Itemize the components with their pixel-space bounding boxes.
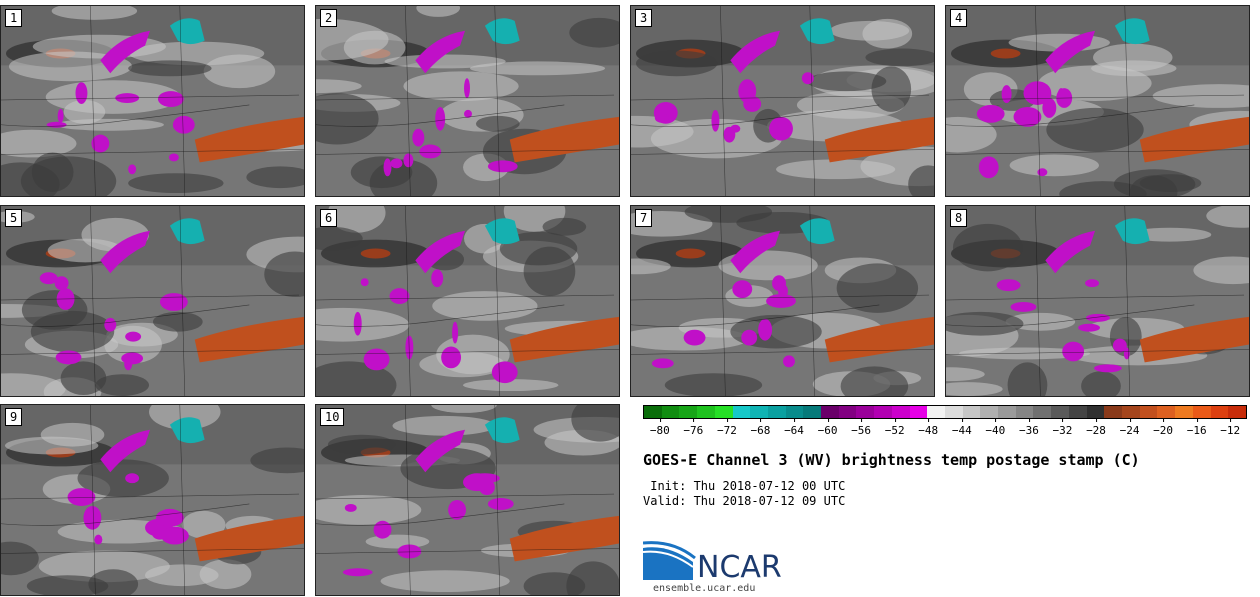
colorbar-segment xyxy=(821,406,839,418)
colorbar-segment xyxy=(714,406,733,418)
colorbar-segment xyxy=(644,406,662,418)
colorbar-ticks: −80 −76 −72 −68 −64 −60 −56 −52 −48 −44 −40 −36 −32−… xyxy=(643,418,1247,441)
panel-number: 8 xyxy=(950,209,968,227)
colorbar-segment xyxy=(1051,406,1069,418)
colorbar-segment xyxy=(962,406,981,418)
logo-url: ensemble.ucar.edu xyxy=(653,583,756,594)
panel-number: 5 xyxy=(5,209,23,227)
colorbar-tick: −52 xyxy=(885,418,905,437)
ncar-logo-icon xyxy=(643,541,696,580)
colorbar-tick: −16 xyxy=(1187,418,1207,437)
colorbar-segment xyxy=(803,406,822,418)
colorbar-tick: −20 xyxy=(1153,418,1173,437)
panel-number: 10 xyxy=(320,408,345,426)
colorbar-tick: −48 xyxy=(918,418,938,437)
colorbar-segment xyxy=(998,406,1016,418)
colorbar-segment xyxy=(1175,406,1193,418)
colorbar-tick: −32 xyxy=(1052,418,1072,437)
colorbar-tick: −68 xyxy=(750,418,770,437)
colorbar-segment xyxy=(1033,406,1052,418)
chart-title: GOES-E Channel 3 (WV) brightness temp po… xyxy=(643,451,1140,469)
colorbar-segment xyxy=(944,406,963,418)
colorbar-segment xyxy=(1139,406,1158,418)
colorbar-segment xyxy=(838,406,857,418)
colorbar-segment xyxy=(927,406,945,418)
colorbar-tick: −24 xyxy=(1120,418,1140,437)
colorbar-segment xyxy=(679,406,698,418)
colorbar-tick: −64 xyxy=(784,418,804,437)
colorbar-tick: −40 xyxy=(985,418,1005,437)
map-panel: 3 xyxy=(630,5,935,197)
map-panel: 10 xyxy=(315,404,620,596)
panel-number: 9 xyxy=(5,408,23,426)
colorbar-segment xyxy=(1210,406,1229,418)
panel-number: 4 xyxy=(950,9,968,27)
colorbar-tick: −36 xyxy=(1019,418,1039,437)
colorbar-segment xyxy=(874,406,892,418)
colorbar-segment xyxy=(1121,406,1140,418)
panel-number: 2 xyxy=(320,9,338,27)
colorbar xyxy=(643,405,1247,419)
panel-number: 7 xyxy=(635,209,653,227)
valid-time: Valid: Thu 2018-07-12 09 UTC xyxy=(643,494,846,508)
panel-number: 1 xyxy=(5,9,23,27)
colorbar-segment xyxy=(661,406,680,418)
colorbar-segment xyxy=(1157,406,1176,418)
colorbar-segment xyxy=(1228,406,1246,418)
colorbar-segment xyxy=(1086,406,1105,418)
panel-number: 3 xyxy=(635,9,653,27)
colorbar-tick: −60 xyxy=(818,418,838,437)
colorbar-tick: −44 xyxy=(952,418,972,437)
colorbar-segment xyxy=(785,406,804,418)
colorbar-tick: −56 xyxy=(851,418,871,437)
map-panel: 1 xyxy=(0,5,305,197)
map-panel: 4 xyxy=(945,5,1250,197)
map-panel: 6 xyxy=(315,205,620,397)
colorbar-segment xyxy=(1068,406,1087,418)
map-panel: 7 xyxy=(630,205,935,397)
colorbar-segment xyxy=(1192,406,1211,418)
colorbar-segment xyxy=(750,406,768,418)
map-panel: 9 xyxy=(0,404,305,596)
colorbar-segment xyxy=(732,406,751,418)
colorbar-segment xyxy=(697,406,715,418)
colorbar-segment xyxy=(767,406,786,418)
colorbar-tick: −12 xyxy=(1220,418,1240,437)
colorbar-segment xyxy=(909,406,928,418)
map-panel: 2 xyxy=(315,5,620,197)
colorbar-tick: −72 xyxy=(717,418,737,437)
colorbar-segment xyxy=(980,406,999,418)
init-time: Init: Thu 2018-07-12 00 UTC xyxy=(643,479,846,493)
map-panel: 8 xyxy=(945,205,1250,397)
colorbar-segment xyxy=(1104,406,1122,418)
panel-number: 6 xyxy=(320,209,338,227)
colorbar-tick: −28 xyxy=(1086,418,1106,437)
logo-name: NCAR xyxy=(697,550,782,585)
colorbar-segment xyxy=(856,406,875,418)
map-panel: 5 xyxy=(0,205,305,397)
colorbar-tick: −76 xyxy=(683,418,703,437)
colorbar-segment xyxy=(891,406,910,418)
colorbar-segment xyxy=(1015,406,1034,418)
colorbar-tick: −80 xyxy=(650,418,670,437)
